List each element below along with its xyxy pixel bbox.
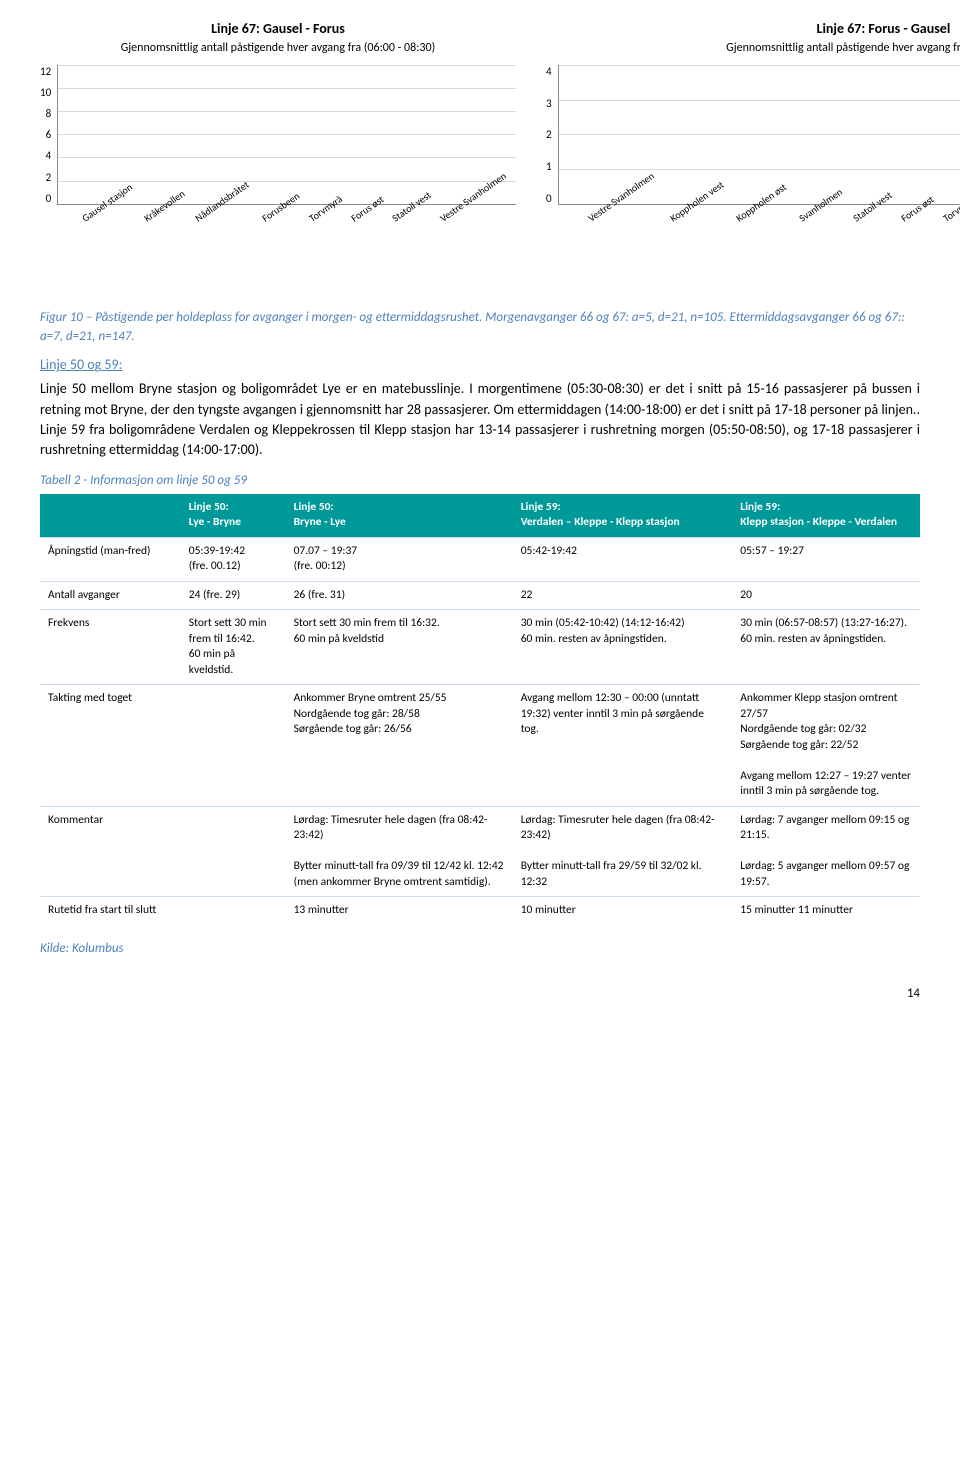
y-tick: 4 (546, 65, 552, 78)
table-header: Linje 59: Verdalen – Kleppe - Klepp stas… (513, 494, 733, 538)
chart-left: Linje 67: Gausel - Forus Gjennomsnittlig… (40, 20, 516, 279)
table-cell (181, 685, 286, 807)
table-cell: 05:42-19:42 (513, 537, 733, 581)
source-label: Kilde: Kolumbus (40, 941, 920, 956)
table-row-label: Rutetid fra start til slutt (40, 897, 181, 925)
y-tick: 10 (40, 86, 51, 99)
table-cell: Stort sett 30 min frem til 16:32. 60 min… (286, 610, 513, 685)
y-tick: 0 (46, 192, 52, 205)
table-cell: Lørdag: Timesruter hele dagen (fra 08:42… (513, 806, 733, 897)
table-cell: Avgang mellom 12:30 – 00:00 (unntatt 19:… (513, 685, 733, 807)
figure-caption: Figur 10 – Påstigende per holdeplass for… (40, 309, 920, 347)
table-row: Kommentar Lørdag: Timesruter hele dagen (… (40, 806, 920, 897)
table-cell: Lørdag: 7 avganger mellom 09:15 og 21:15… (732, 806, 920, 897)
table-row: Rutetid fra start til slutt 13 minutter10… (40, 897, 920, 925)
table-cell: 07.07 – 19:37 (fre. 00:12) (286, 537, 513, 581)
chart-left-title: Linje 67: Gausel - Forus Gjennomsnittlig… (40, 20, 516, 57)
chart-right-area: 4 3 2 1 0 (546, 65, 960, 205)
table-caption: Tabell 2 - Informasjon om linje 50 og 59 (40, 473, 920, 488)
table-cell: 10 minutter (513, 897, 733, 925)
table-header: Linje 50: Bryne - Lye (286, 494, 513, 538)
table-header: Linje 50: Lye - Bryne (181, 494, 286, 538)
table-row: Antall avganger24 (fre. 29)26 (fre. 31)2… (40, 581, 920, 610)
charts-row: Linje 67: Gausel - Forus Gjennomsnittlig… (40, 20, 920, 279)
chart-left-xlabels: Gausel stasjonKråkevollenNådlandsbråtetF… (68, 209, 516, 279)
table-row: Takting med toget Ankommer Bryne omtrent … (40, 685, 920, 807)
y-tick: 4 (46, 149, 52, 162)
table-row: Åpningstid (man-fred)05:39-19:42 (fre. 0… (40, 537, 920, 581)
table-cell: Stort sett 30 min frem til 16:42. 60 min… (181, 610, 286, 685)
table-row-label: Frekvens (40, 610, 181, 685)
chart-right-subtitle: Gjennomsnittlig antall påstigende hver a… (726, 41, 960, 55)
table-header-blank (40, 494, 181, 538)
table-row-label: Takting med toget (40, 685, 181, 807)
table-cell: 05:39-19:42 (fre. 00.12) (181, 537, 286, 581)
table-row: FrekvensStort sett 30 min frem til 16:42… (40, 610, 920, 685)
y-tick: 3 (546, 97, 552, 110)
chart-right-title-line1: Linje 67: Forus - Gausel (817, 20, 951, 37)
table-cell: 30 min (05:42-10:42) (14:12-16:42) 60 mi… (513, 610, 733, 685)
page-number: 14 (40, 986, 920, 1001)
table-row-label: Åpningstid (man-fred) (40, 537, 181, 581)
table-row-label: Kommentar (40, 806, 181, 897)
table-cell (181, 897, 286, 925)
table-row-label: Antall avganger (40, 581, 181, 610)
table-cell: Lørdag: Timesruter hele dagen (fra 08:42… (286, 806, 513, 897)
chart-right-title: Linje 67: Forus - Gausel Gjennomsnittlig… (546, 20, 960, 57)
table-cell: Ankommer Bryne omtrent 25/55 Nordgående … (286, 685, 513, 807)
table-cell: 13 minutter (286, 897, 513, 925)
y-tick: 2 (546, 128, 552, 141)
y-tick: 12 (40, 65, 51, 78)
chart-right-xlabels: Vestre SvanholmenKoppholen vestKoppholen… (574, 209, 960, 279)
y-tick: 8 (46, 107, 52, 120)
section-heading: Linje 50 og 59: (40, 356, 920, 373)
info-table: Linje 50: Lye - BryneLinje 50: Bryne - L… (40, 494, 920, 925)
chart-right-yaxis: 4 3 2 1 0 (546, 65, 558, 205)
y-tick: 1 (546, 160, 552, 173)
table-cell: 15 minutter 11 minutter (732, 897, 920, 925)
chart-left-yaxis: 12 10 8 6 4 2 0 (40, 65, 57, 205)
y-tick: 2 (46, 171, 52, 184)
table-cell: 05:57 – 19:27 (732, 537, 920, 581)
table-header: Linje 59: Klepp stasjon - Kleppe - Verda… (732, 494, 920, 538)
y-tick: 0 (546, 192, 552, 205)
table-cell: 30 min (06:57-08:57) (13:27-16:27). 60 m… (732, 610, 920, 685)
chart-right: Linje 67: Forus - Gausel Gjennomsnittlig… (546, 20, 960, 279)
table-body: Åpningstid (man-fred)05:39-19:42 (fre. 0… (40, 537, 920, 925)
y-tick: 6 (46, 128, 52, 141)
table-cell: 20 (732, 581, 920, 610)
table-header-row: Linje 50: Lye - BryneLinje 50: Bryne - L… (40, 494, 920, 538)
table-cell: 24 (fre. 29) (181, 581, 286, 610)
body-paragraph: Linje 50 mellom Bryne stasjon og boligom… (40, 379, 920, 460)
table-cell: Ankommer Klepp stasjon omtrent 27/57 Nor… (732, 685, 920, 807)
table-cell (181, 806, 286, 897)
chart-left-subtitle: Gjennomsnittlig antall påstigende hver a… (121, 41, 436, 55)
table-cell: 22 (513, 581, 733, 610)
table-cell: 26 (fre. 31) (286, 581, 513, 610)
chart-left-title-line1: Linje 67: Gausel - Forus (211, 20, 345, 37)
